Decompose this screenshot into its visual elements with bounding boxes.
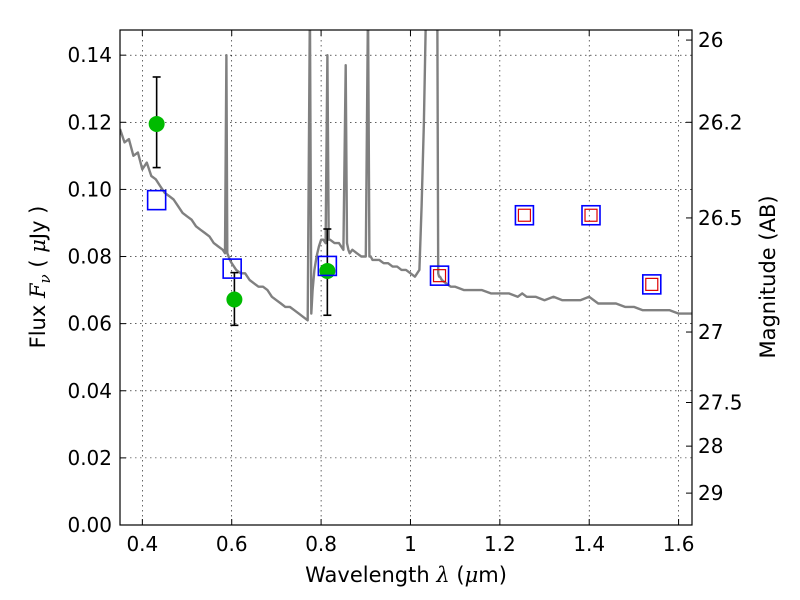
x-tick-label: 1.6: [663, 532, 695, 556]
y-tick-label: 0.04: [67, 379, 112, 403]
y-tick-label: 0.14: [67, 43, 112, 67]
y-tick-label: 0.10: [67, 177, 112, 201]
ticks: 0.4 0.6 0.8 1 1.2 1.4 1.6 0.00 0.02 0.04 0.06 0.08 0…: [67, 28, 742, 556]
plot-frame: [119, 29, 693, 526]
series-layer: [120, 30, 692, 327]
y-tick-label: 0.12: [67, 110, 112, 134]
model-bandpass-inner-square: [584, 208, 598, 222]
y2-tick-label: 29: [698, 481, 723, 505]
x-tick-label: 1.4: [573, 532, 605, 556]
model-bandpass-inner-square: [645, 277, 659, 291]
x-axis-label: Wavelength λ (μm): [305, 563, 507, 587]
observed-point: [226, 291, 243, 308]
model-bandpass-inner-square: [432, 269, 447, 283]
model-bandpass-square: [222, 258, 242, 279]
model-bandpass-square: [514, 204, 535, 226]
model-bandpass-square: [146, 189, 167, 211]
y-tick-label: 0.06: [67, 312, 112, 336]
x-tick-label: 1: [404, 532, 417, 556]
model-bandpass-square: [429, 265, 450, 286]
model-bandpass-square: [641, 274, 662, 295]
y2-tick-label: 26.2: [698, 110, 743, 134]
model-bandpass-square: [317, 255, 338, 277]
model-sed-line: [120, 30, 692, 322]
y-tick-label: 0.02: [67, 446, 112, 470]
x-tick-label: 0.4: [126, 532, 158, 556]
x-tick-label: 1.2: [484, 532, 516, 556]
model-bandpass-square: [581, 204, 601, 226]
y2-axis-label: Magnitude (AB): [756, 195, 780, 358]
y2-tick-label: 26.5: [698, 206, 743, 230]
y-axis-label: Flux Fν ( μJy ): [26, 206, 54, 349]
y2-tick-label: 27: [698, 320, 723, 344]
y-tick-label: 0.08: [67, 245, 112, 269]
grid: [120, 30, 692, 525]
y2-tick-label: 27.5: [698, 391, 743, 415]
y2-tick-label: 28: [698, 434, 723, 458]
model-bandpass-inner-square: [517, 208, 532, 222]
observed-point: [148, 115, 165, 132]
y2-tick-label: 26: [698, 28, 723, 52]
y-tick-label: 0.00: [67, 513, 112, 537]
observed-point: [319, 262, 336, 279]
x-tick-label: 0.8: [305, 532, 337, 556]
x-tick-label: 0.6: [216, 532, 248, 556]
